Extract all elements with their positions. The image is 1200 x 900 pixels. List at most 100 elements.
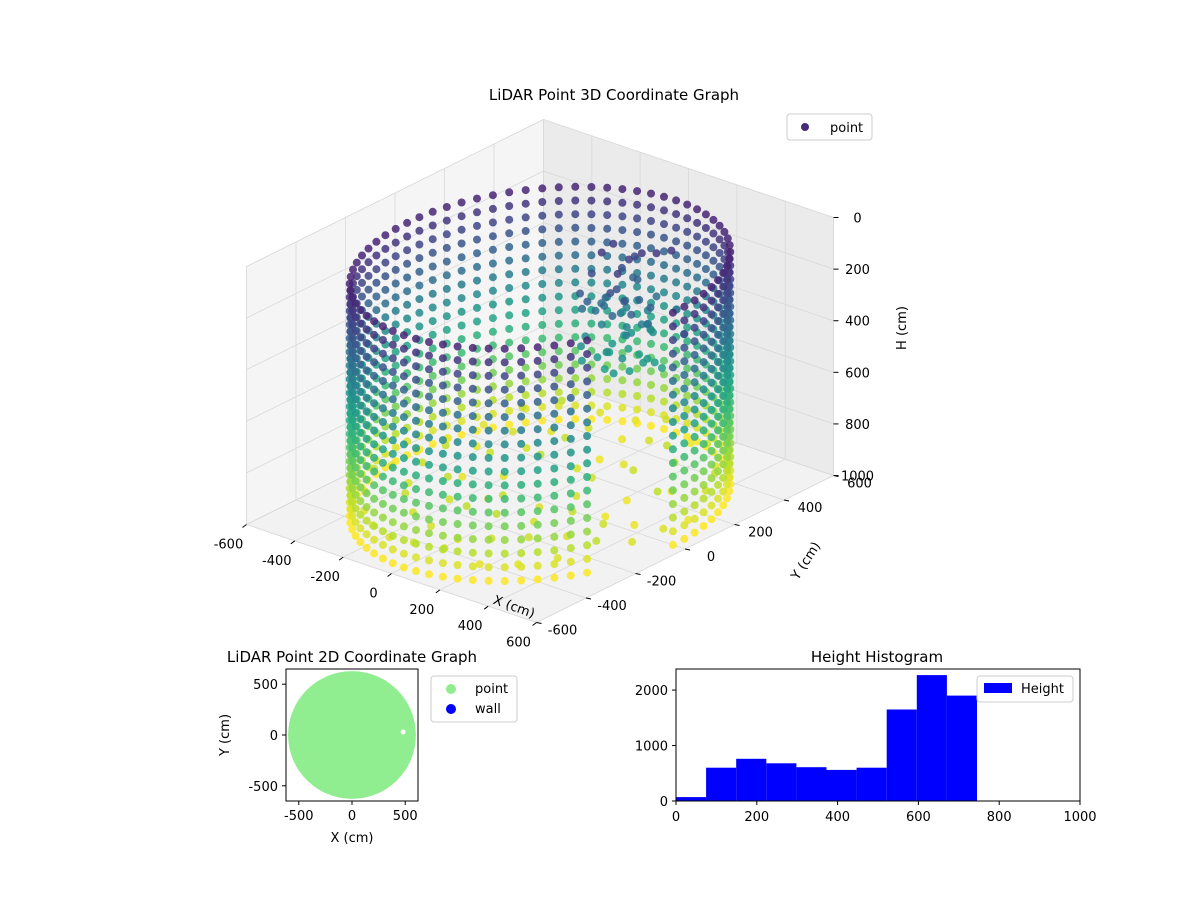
point-3d (517, 344, 525, 352)
point-3d (538, 225, 546, 233)
point-3d (454, 534, 462, 542)
point-3d (601, 365, 609, 373)
point-3d (522, 213, 530, 221)
point-3d (680, 467, 688, 475)
x-tick-label-3d: 0 (369, 587, 377, 602)
point-3d (534, 548, 542, 556)
point-3d (651, 358, 659, 366)
point-3d (683, 255, 691, 263)
point-3d (403, 287, 411, 295)
point-3d (587, 224, 595, 232)
point-3d (633, 406, 641, 414)
point-3d (667, 247, 675, 255)
point-3d (708, 502, 716, 510)
y-tick-3d (784, 500, 789, 501)
point-3d (632, 416, 640, 424)
point-3d (654, 488, 662, 496)
point-3d (714, 440, 722, 448)
x-tick-3d (291, 541, 295, 544)
y-tick-label-3d: 0 (707, 550, 715, 565)
point-3d (372, 238, 380, 246)
point-3d (614, 270, 622, 278)
point-3d (370, 345, 378, 353)
point-3d (356, 388, 364, 396)
point-3d (458, 267, 466, 275)
point-3d (489, 205, 497, 213)
point-3d (363, 394, 371, 402)
point-3d (593, 353, 601, 361)
point-3d (592, 537, 600, 545)
point-3d (550, 383, 558, 391)
point-3d (400, 359, 408, 367)
point-3d (669, 445, 677, 453)
point-3d (708, 420, 716, 428)
point-3d (603, 184, 611, 192)
point-3d (644, 320, 652, 328)
point-3d (370, 481, 378, 489)
point-3d (485, 454, 493, 462)
point-3d (473, 290, 481, 298)
point-3d (538, 307, 546, 315)
point-3d (429, 331, 437, 339)
point-3d (379, 404, 387, 412)
point-3d (443, 326, 451, 334)
point-3d (719, 351, 727, 359)
point-3d (680, 521, 688, 529)
point-3d (583, 514, 591, 522)
point-3d (443, 230, 451, 238)
point-3d (379, 500, 387, 508)
point-3d (415, 254, 423, 262)
point-3d (425, 475, 433, 483)
point-3d (403, 274, 411, 282)
y-tick-label-histogram: 2000 (635, 684, 668, 699)
point-3d (454, 465, 462, 473)
point-3d (555, 183, 563, 191)
point-3d (633, 365, 641, 373)
point-3d (598, 321, 606, 329)
point-3d (691, 529, 699, 537)
point-3d (660, 206, 668, 214)
point-3d (356, 361, 364, 369)
y-tick-label-3d: -200 (647, 575, 677, 590)
point-3d (501, 413, 509, 421)
x-tick-label-histogram: 0 (672, 810, 680, 825)
point-3d (660, 193, 668, 201)
point-3d (719, 337, 727, 345)
point-3d (501, 372, 509, 380)
point-3d (659, 525, 667, 533)
point-3d (392, 225, 400, 233)
point-3d (719, 406, 727, 414)
point-3d (501, 399, 509, 407)
point-3d (485, 577, 493, 585)
histogram-bar (827, 770, 857, 801)
point-3d (550, 437, 558, 445)
point-3d (550, 342, 558, 350)
point-3d (349, 266, 357, 274)
point-3d (534, 412, 542, 420)
point-3d (700, 344, 708, 352)
point-3d (379, 336, 387, 344)
point-3d (458, 240, 466, 248)
point-3d (370, 454, 378, 462)
point-3d (538, 335, 546, 343)
point-3d (567, 367, 575, 375)
point-3d (429, 290, 437, 298)
point-3d (443, 285, 451, 293)
point-3d (379, 527, 387, 535)
point-3d (702, 251, 710, 259)
point-3d (485, 427, 493, 435)
point-3d (714, 385, 722, 393)
point-3d (660, 384, 668, 392)
point-3d (555, 279, 563, 287)
point-3d (522, 241, 530, 249)
point-3d (691, 474, 699, 482)
point-3d (379, 391, 387, 399)
point-3d (719, 447, 727, 455)
point-3d (691, 460, 699, 468)
point-3d (555, 293, 563, 301)
point-3d (356, 443, 364, 451)
point-3d (501, 481, 509, 489)
histogram-title: Height Histogram (811, 648, 943, 666)
point-3d (425, 379, 433, 387)
point-3d (583, 569, 591, 577)
